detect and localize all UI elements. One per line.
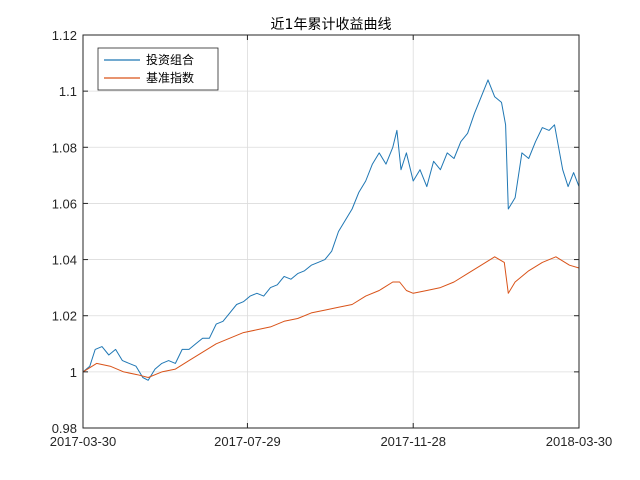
x-tick-label: 2018-03-30 xyxy=(546,434,613,449)
y-tick-label: 0.98 xyxy=(52,421,77,436)
y-tick-label: 1.02 xyxy=(52,309,77,324)
y-tick-label: 1 xyxy=(70,365,77,380)
legend-label-portfolio: 投资组合 xyxy=(146,52,194,67)
legend-box xyxy=(97,47,219,91)
x-tick-label: 2017-03-30 xyxy=(50,434,117,449)
series-line-benchmark xyxy=(82,256,580,378)
legend: 投资组合 基准指数 xyxy=(97,47,219,91)
y-tick-label: 1.04 xyxy=(52,253,77,268)
legend-label-benchmark: 基准指数 xyxy=(146,70,194,85)
y-tick-label: 1.12 xyxy=(52,28,77,43)
x-tick-label: 2017-07-29 xyxy=(214,434,281,449)
series-line-portfolio xyxy=(82,79,580,381)
y-tick-label: 1.1 xyxy=(59,84,77,99)
plot-area xyxy=(83,35,579,428)
plot-frame xyxy=(82,34,580,429)
axis-ticks: 0.98 1 1.02 1.04 1.06 1.08 1.1 1.12 2017-03-30 20… xyxy=(50,28,613,449)
series-lines xyxy=(82,79,580,381)
y-tick-label: 1.08 xyxy=(52,140,77,155)
x-tick-label: 2017-11-28 xyxy=(380,434,446,449)
y-tick-label: 1.06 xyxy=(52,196,77,211)
chart-title: 近1年累计收益曲线 xyxy=(271,17,392,33)
